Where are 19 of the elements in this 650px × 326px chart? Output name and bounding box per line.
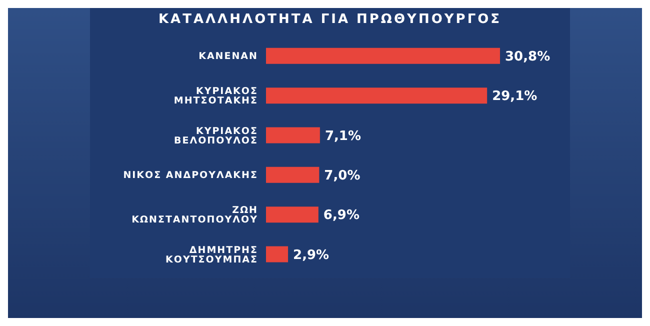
chart-title: ΚΑΤΑΛΛΗΛΟΤΗΤΑ ΓΙΑ ΠΡΩΘΥΠΟΥΡΓΟΣ bbox=[157, 11, 503, 29]
bar bbox=[266, 206, 318, 223]
y-tick-label: ΔΗΜΗΤΡΗΣ ΚΟΥΤΣΟΥΜΠΑΣ bbox=[166, 244, 258, 266]
data-label: 7,1% bbox=[324, 128, 362, 144]
data-label: 6,9% bbox=[323, 208, 360, 224]
data-label: 29,1% bbox=[492, 89, 538, 104]
bar bbox=[266, 127, 320, 144]
bar bbox=[266, 166, 320, 183]
data-label: 30,8% bbox=[505, 50, 550, 65]
data-label: 2,9% bbox=[293, 248, 330, 263]
bar bbox=[266, 48, 500, 64]
y-tick-label: ΝΙΚΟΣ ΑΝΔΡΟΥΛΑΚΗΣ bbox=[123, 170, 258, 182]
data-label: 7,0% bbox=[324, 168, 360, 184]
bar bbox=[266, 246, 288, 262]
y-tick-label: ΖΩΗ ΚΩΝΣΤΑΝΤΟΠΟΥΛΟΥ bbox=[132, 205, 258, 226]
y-tick-label: ΚΥΡΙΑΚΟΣ ΒΕΛΟΠΟΥΛΟΣ bbox=[174, 126, 258, 146]
bar bbox=[266, 88, 488, 104]
y-tick-label: ΚΑΝΕΝΑΝ bbox=[198, 51, 258, 62]
y-tick-label: ΚΥΡΙΑΚΟΣ ΜΗΤΣΟΤΑΚΗΣ bbox=[174, 86, 258, 107]
